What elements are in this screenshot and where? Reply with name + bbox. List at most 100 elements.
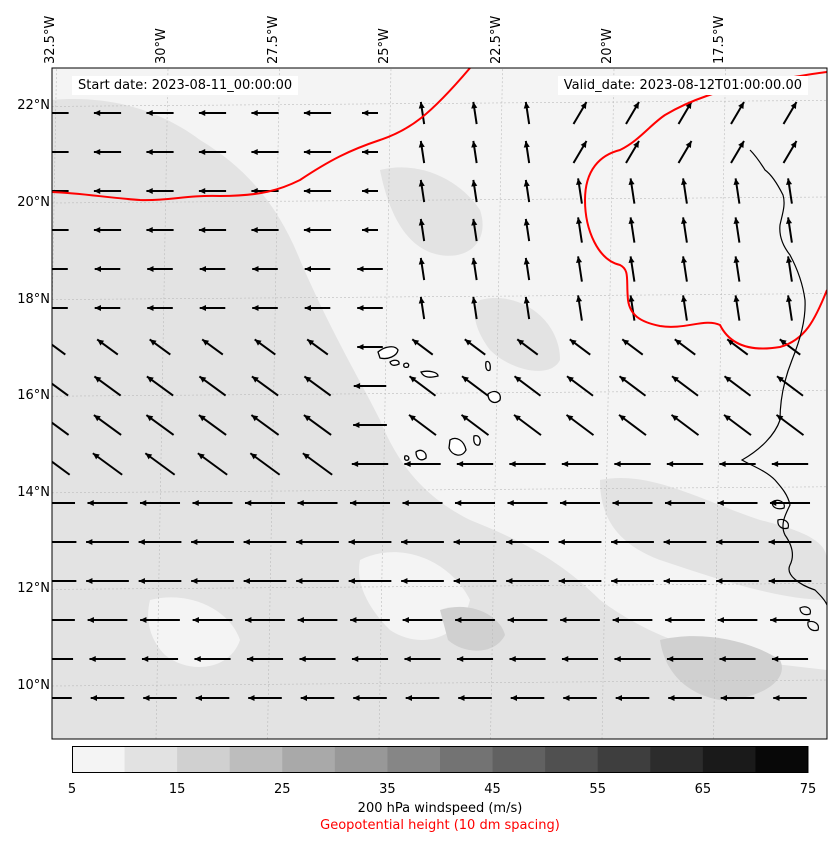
wind-arrow bbox=[665, 616, 705, 624]
wind-arrow bbox=[670, 414, 700, 436]
wind-arrow bbox=[143, 694, 177, 702]
wind-arrow bbox=[351, 655, 389, 663]
colorbar-segment bbox=[387, 746, 441, 773]
latitude-label: 16°N bbox=[17, 388, 50, 404]
wind-arrow bbox=[90, 694, 125, 702]
wind-arrow bbox=[86, 577, 129, 585]
wind-arrow bbox=[628, 295, 636, 321]
wind-arrow bbox=[464, 338, 486, 356]
longitude-label: 20°W bbox=[600, 28, 615, 64]
wind-arrow bbox=[408, 414, 437, 436]
wind-arrow bbox=[52, 460, 71, 476]
wind-arrow bbox=[52, 697, 72, 699]
wind-arrow bbox=[513, 375, 542, 397]
wind-arrow bbox=[362, 109, 378, 117]
wind-arrow bbox=[140, 616, 180, 624]
windspeed-shading-dark bbox=[440, 606, 505, 651]
latitude-label: 14°N bbox=[17, 484, 50, 500]
wind-arrow bbox=[243, 577, 287, 585]
wind-arrow bbox=[52, 268, 68, 270]
wind-arrow bbox=[201, 338, 224, 356]
wind-arrow bbox=[618, 375, 647, 397]
wind-arrow bbox=[576, 256, 583, 282]
wind-arrow bbox=[666, 460, 704, 468]
wind-arrow bbox=[471, 296, 478, 320]
latitude-label: 10°N bbox=[17, 678, 50, 693]
colorbar-segment bbox=[492, 746, 546, 773]
longitude-label: 30°W bbox=[154, 28, 169, 64]
gridlines bbox=[52, 68, 827, 739]
wind-arrow bbox=[418, 296, 426, 320]
wind-arrow bbox=[523, 218, 531, 242]
wind-arrow bbox=[576, 178, 583, 204]
latitude-label: 20°N bbox=[17, 195, 50, 210]
wind-arrow bbox=[192, 616, 233, 624]
wind-arrow bbox=[52, 190, 69, 192]
wind-arrow bbox=[93, 187, 122, 195]
wind-arrow bbox=[52, 619, 75, 621]
wind-arrow bbox=[418, 257, 426, 281]
wind-arrow bbox=[87, 499, 128, 507]
colorbar-tick-label: 55 bbox=[589, 782, 606, 797]
wind-arrow bbox=[401, 577, 444, 585]
island-outline bbox=[389, 359, 400, 366]
wind-arrow bbox=[612, 616, 653, 624]
wind-arrow bbox=[677, 140, 693, 164]
wind-arrow bbox=[506, 577, 549, 585]
wind-arrow bbox=[717, 499, 758, 507]
wind-arrow bbox=[671, 375, 699, 397]
wind-arrow bbox=[507, 616, 548, 624]
wind-arrow bbox=[786, 295, 793, 321]
windspeed-shading-light bbox=[558, 378, 650, 461]
wind-arrow bbox=[733, 256, 741, 282]
wind-arrow bbox=[199, 304, 226, 312]
wind-arrow bbox=[716, 577, 759, 585]
wind-arrow bbox=[191, 577, 234, 585]
wind-arrow bbox=[52, 307, 68, 309]
wind-arrow bbox=[576, 295, 583, 321]
wind-arrow bbox=[146, 148, 174, 156]
wind-arrow bbox=[52, 229, 69, 231]
wind-arrow bbox=[304, 265, 331, 273]
wind-arrow bbox=[786, 178, 793, 204]
wind-arrow bbox=[198, 148, 227, 156]
wind-arrow bbox=[243, 538, 287, 546]
wind-arrow bbox=[786, 256, 793, 282]
wind-arrow bbox=[510, 694, 545, 702]
colorbar-segment bbox=[72, 746, 126, 773]
wind-arrow bbox=[771, 655, 809, 663]
wind-arrow bbox=[93, 226, 122, 234]
wind-arrow bbox=[572, 140, 588, 164]
island-outline bbox=[403, 362, 410, 369]
wind-arrow bbox=[297, 616, 338, 624]
wind-arrow bbox=[303, 226, 332, 234]
wind-arrow bbox=[139, 499, 181, 507]
wind-arrow bbox=[362, 187, 378, 195]
wind-arrow bbox=[353, 382, 387, 390]
wind-arrow bbox=[251, 375, 279, 397]
windspeed-shading-light bbox=[148, 597, 240, 667]
wind-arrow bbox=[248, 694, 282, 702]
wind-arrow bbox=[625, 101, 640, 125]
wind-arrow bbox=[146, 109, 174, 117]
wind-arrow bbox=[297, 499, 338, 507]
wind-arrow bbox=[771, 460, 809, 468]
wind-arrow bbox=[146, 375, 174, 397]
island-outline bbox=[485, 360, 491, 372]
longitude-label: 25°W bbox=[377, 28, 392, 64]
wind-arrow bbox=[353, 421, 387, 429]
wind-arrow bbox=[52, 151, 69, 153]
wind-arrow bbox=[411, 338, 434, 356]
wind-arrow bbox=[93, 109, 122, 117]
wind-arrow bbox=[730, 140, 745, 164]
wind-arrow bbox=[198, 187, 227, 195]
wind-arrow bbox=[362, 148, 378, 156]
parallel-line bbox=[52, 389, 827, 397]
wind-arrow bbox=[509, 460, 546, 468]
wind-arrow bbox=[773, 694, 807, 702]
colorbar-tick-label: 45 bbox=[484, 782, 501, 797]
latitude-label: 12°N bbox=[17, 581, 50, 597]
wind-arrow bbox=[733, 217, 741, 243]
wind-arrow bbox=[782, 101, 798, 125]
colorbar-segment bbox=[177, 746, 231, 773]
